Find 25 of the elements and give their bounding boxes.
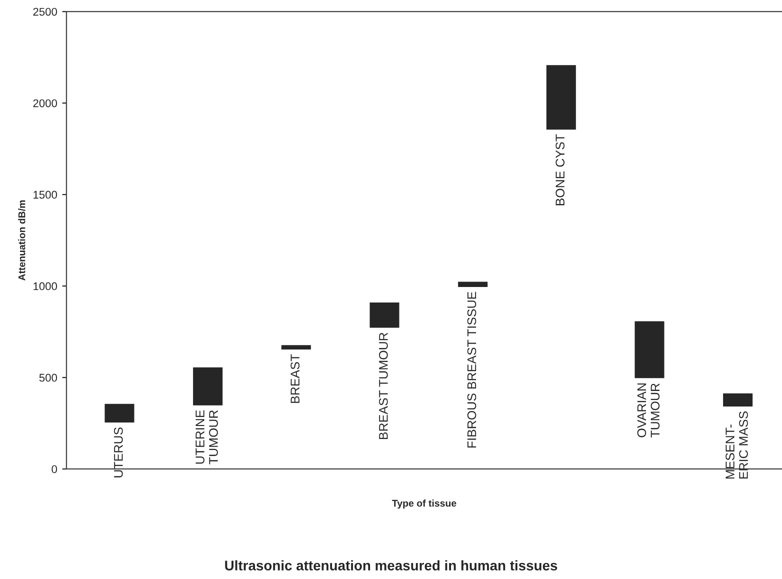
bar [633,320,666,380]
x-tick-label: UTERINE TUMOUR [196,410,218,464]
bar [456,280,489,288]
bar [722,392,754,408]
y-tick-label: 2000 [33,99,58,108]
x-tick-label: BONE CYST [556,134,565,206]
bar [103,402,136,424]
bar [368,301,401,330]
x-tick-label: BREAST [290,354,300,403]
bar [280,344,312,351]
x-tick-label: OVARIAN TUMOUR [637,383,660,438]
x-axis-title: Type of tissue [392,500,456,509]
y-tick-label: 500 [39,374,58,382]
y-tick-label: 1500 [34,190,58,199]
y-tick-label: 0 [52,465,58,474]
x-tick-label: FIBROUS BREAST TISSUE [467,292,476,448]
x-tick-label: BREAST TUMOUR [378,332,388,440]
y-axis-title: Attenuation dB/m [18,200,26,281]
bar [192,366,224,407]
x-tick-label: MESENT- ERIC MASS [726,411,748,479]
text: Ultrasonic attenuation measured in human tissues [225,560,558,570]
y-tick-label: 1000 [34,282,58,290]
x-tick-label: UTERUS [114,427,123,478]
y-tick-label: 2500 [33,8,58,16]
bar [545,64,578,132]
